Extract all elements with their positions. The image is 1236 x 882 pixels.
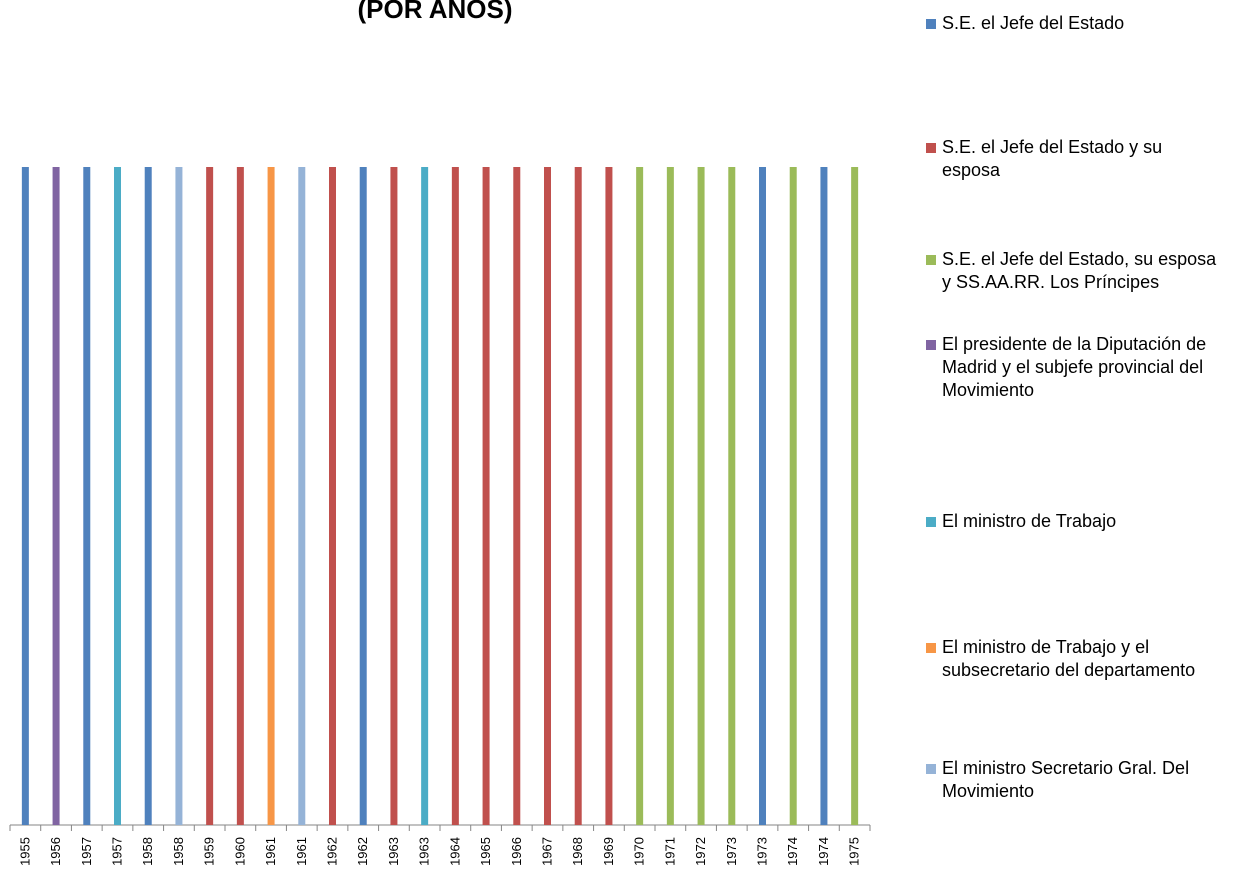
bar — [666, 167, 674, 825]
bar — [759, 167, 766, 825]
legend-item: El ministro de Trabajo — [924, 510, 1224, 533]
legend-swatch — [926, 143, 936, 153]
bar — [820, 167, 828, 825]
bar — [421, 167, 429, 825]
x-tick-label: 1963 — [417, 837, 432, 866]
x-tick-label: 1958 — [140, 837, 155, 866]
legend-swatch — [926, 19, 936, 29]
bar — [52, 167, 60, 825]
legend-swatch — [926, 340, 936, 350]
x-tick-label: 1961 — [294, 837, 309, 866]
x-tick-label: 1962 — [325, 837, 340, 866]
bar — [605, 167, 613, 825]
bar — [574, 167, 582, 825]
legend-label: El ministro Secretario Gral. Del Movimie… — [942, 758, 1190, 801]
legend-label: S.E. el Jefe del Estado y su esposa — [942, 137, 1163, 180]
x-tick-label: 1959 — [202, 837, 217, 866]
x-tick-label: 1957 — [79, 837, 94, 866]
bar — [298, 167, 306, 825]
legend-swatch — [926, 643, 936, 653]
bar — [513, 167, 521, 825]
x-tick-label: 1957 — [110, 837, 125, 866]
bar — [851, 167, 859, 825]
x-tick-label: 1974 — [816, 837, 831, 866]
legend-label: El ministro de Trabajo y el subsecretari… — [942, 637, 1196, 680]
x-tick-label: 1969 — [601, 837, 616, 866]
x-tick-label: 1973 — [755, 837, 770, 866]
x-tick-label: 1964 — [447, 837, 462, 866]
bar — [636, 167, 644, 825]
x-tick-label: 1960 — [232, 837, 247, 866]
bar — [21, 167, 29, 825]
x-tick-label: 1970 — [632, 837, 647, 866]
bar — [728, 167, 736, 825]
x-tick-label: 1972 — [693, 837, 708, 866]
bar — [451, 167, 459, 825]
x-tick-label: 1956 — [48, 837, 63, 866]
legend-label: S.E. el Jefe del Estado, su esposa y SS.… — [942, 249, 1217, 292]
bar — [789, 167, 797, 825]
x-tick-label: 1961 — [263, 837, 278, 866]
bar — [114, 167, 121, 825]
bar — [267, 167, 275, 825]
bar — [482, 167, 490, 825]
x-tick-label: 1975 — [847, 837, 862, 866]
bar — [175, 167, 183, 825]
bar — [144, 167, 152, 825]
legend-item: El ministro de Trabajo y el subsecretari… — [924, 636, 1224, 682]
legend-swatch — [926, 517, 936, 527]
bar — [236, 167, 244, 825]
chart-title: (POR AÑOS) — [357, 0, 512, 24]
bar — [544, 167, 551, 825]
x-tick-label: 1971 — [662, 837, 677, 866]
bar — [359, 167, 367, 825]
x-tick-label: 1974 — [785, 837, 800, 866]
x-tick-label: 1966 — [509, 837, 524, 866]
legend-label: El ministro de Trabajo — [942, 511, 1117, 531]
x-tick-label: 1965 — [478, 837, 493, 866]
bar — [83, 167, 91, 825]
x-tick-label: 1958 — [171, 837, 186, 866]
legend-swatch — [926, 764, 936, 774]
bar — [697, 167, 705, 825]
legend-item: El presidente de la Diputación de Madrid… — [924, 333, 1224, 402]
x-tick-label: 1955 — [17, 837, 32, 866]
legend-swatch — [926, 255, 936, 265]
x-tick-label: 1968 — [570, 837, 585, 866]
x-tick-label: 1962 — [355, 837, 370, 866]
legend-item: S.E. el Jefe del Estado — [924, 12, 1224, 35]
x-tick-label: 1963 — [386, 837, 401, 866]
bar — [390, 167, 398, 825]
x-tick-label: 1973 — [724, 837, 739, 866]
bar — [206, 167, 214, 825]
legend-item: El ministro Secretario Gral. Del Movimie… — [924, 757, 1224, 803]
x-tick-label: 1967 — [540, 837, 555, 866]
legend-item: S.E. el Jefe del Estado, su esposa y SS.… — [924, 248, 1224, 294]
bar — [329, 167, 336, 825]
legend-label: S.E. el Jefe del Estado — [942, 13, 1125, 33]
legend-item: S.E. el Jefe del Estado y su esposa — [924, 136, 1224, 182]
legend-label: El presidente de la Diputación de Madrid… — [942, 334, 1207, 400]
